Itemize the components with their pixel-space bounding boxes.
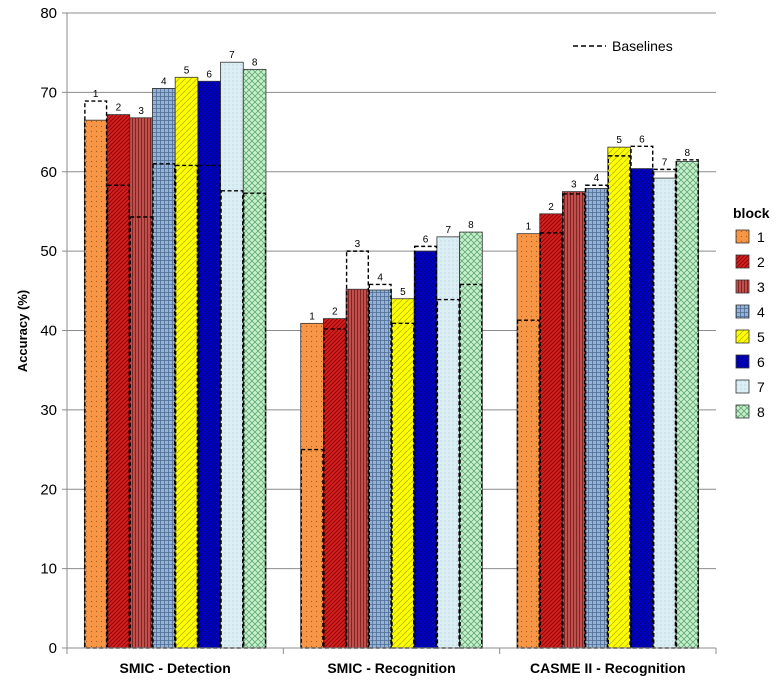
bar-label: 2 — [332, 307, 338, 318]
baseline-3 — [562, 193, 586, 649]
legend-label: 1 — [757, 229, 765, 245]
baseline-8 — [459, 283, 483, 649]
bar-6 — [630, 168, 654, 649]
legend-title: block — [733, 205, 770, 221]
legend-label: 6 — [757, 354, 765, 370]
legend-label: 4 — [757, 304, 765, 320]
bar-label: 1 — [526, 222, 532, 233]
legend-swatch-6 — [735, 354, 750, 369]
baseline-8 — [243, 192, 267, 649]
baseline-4 — [368, 283, 392, 649]
category-label: SMIC - Detection — [120, 660, 231, 676]
bar-label: 7 — [662, 157, 668, 168]
bar-1 — [516, 233, 541, 649]
bar-4 — [152, 88, 176, 649]
bar-label: 1 — [309, 311, 315, 322]
baseline-legend: Baselines — [573, 38, 673, 54]
bar-4 — [584, 188, 609, 649]
y-tick-label: 50 — [40, 243, 57, 260]
legend-label: 2 — [757, 254, 765, 270]
bar-2 — [539, 213, 563, 649]
legend-swatch-5 — [735, 329, 750, 344]
bar-label: 3 — [355, 239, 361, 250]
bar-labels: 1 2 3 4 5 6 7 8 1 2 3 4 5 6 7 8 1 2 3 4 5 6 7 8 — [93, 50, 691, 322]
bar-label: 6 — [423, 234, 429, 245]
y-tick-label: 40 — [40, 323, 57, 340]
legend-swatch-1 — [735, 229, 750, 244]
legend: block 1 2 3 4 5 6 7 8 — [733, 205, 770, 420]
baseline-5 — [607, 155, 631, 649]
bar-5 — [607, 146, 631, 649]
y-tick-label: 30 — [40, 402, 57, 419]
baseline-6 — [414, 245, 438, 649]
bar-label: 4 — [594, 173, 600, 184]
baseline-2 — [539, 232, 563, 649]
bar-label: 3 — [571, 180, 577, 191]
bar-label: 8 — [252, 57, 258, 68]
bar-label: 8 — [468, 220, 474, 231]
x-axis — [66, 13, 717, 654]
y-tick-label: 80 — [40, 5, 57, 22]
legend-label: 7 — [757, 379, 765, 395]
y-tick-label: 10 — [40, 561, 57, 578]
bar-1 — [83, 119, 108, 649]
baseline-legend-label: Baselines — [612, 38, 673, 54]
legend-swatch-3 — [735, 279, 750, 294]
category-label: SMIC - Recognition — [327, 660, 455, 676]
bar-label: 5 — [184, 65, 190, 76]
bar-7 — [220, 61, 244, 649]
baseline-7 — [436, 298, 460, 649]
legend-label: 8 — [757, 404, 765, 420]
bar-2 — [322, 318, 347, 649]
bar-label: 6 — [206, 69, 212, 80]
bar-4 — [368, 289, 392, 649]
bar-8 — [459, 231, 483, 649]
bar-6 — [197, 80, 221, 649]
bar-label: 5 — [400, 287, 406, 298]
bar-7 — [436, 236, 460, 649]
baseline-7 — [653, 168, 677, 649]
category-labels: SMIC - Detection SMIC - Recognition CASME … — [120, 660, 686, 676]
legend-swatch-7 — [735, 379, 750, 394]
baseline-marks — [84, 100, 699, 649]
legend-label: 3 — [757, 279, 765, 295]
y-tick-label: 0 — [49, 640, 57, 657]
y-tick-label: 70 — [40, 84, 57, 101]
bar-1 — [300, 322, 324, 649]
bar-3 — [345, 288, 370, 649]
y-axis-label: Accuracy (%) — [15, 290, 30, 372]
legend-swatch-4 — [735, 304, 750, 319]
bar-label: 2 — [116, 103, 122, 114]
bar-8 — [242, 68, 267, 649]
bar-label: 5 — [616, 135, 622, 146]
bar-label: 7 — [445, 225, 451, 236]
category-label: CASME II - Recognition — [530, 660, 686, 676]
y-tick-label: 60 — [40, 164, 57, 181]
y-axis-ticks: 0 10 20 30 40 50 60 70 80 — [40, 5, 67, 657]
y-tick-label: 20 — [40, 481, 57, 498]
bar-3 — [562, 191, 586, 649]
legend-swatch-2 — [735, 254, 750, 269]
bar-label: 7 — [229, 50, 235, 61]
bar-label: 3 — [138, 106, 144, 117]
baseline-5 — [391, 322, 415, 649]
bar-label: 8 — [685, 148, 691, 159]
legend-swatch-8 — [735, 404, 750, 419]
bar-3 — [129, 117, 153, 649]
bar-label: 6 — [639, 134, 645, 145]
bar-8 — [675, 161, 700, 649]
bar-label: 4 — [161, 76, 167, 87]
legend-label: 5 — [757, 329, 765, 345]
bar-5 — [174, 76, 199, 649]
bar-label: 2 — [548, 202, 554, 213]
bar-5 — [391, 298, 415, 649]
bar-7 — [652, 177, 677, 649]
bar-2 — [106, 114, 131, 649]
bar-6 — [413, 250, 438, 649]
bar-label: 4 — [377, 272, 383, 283]
bar-label: 1 — [93, 89, 99, 100]
